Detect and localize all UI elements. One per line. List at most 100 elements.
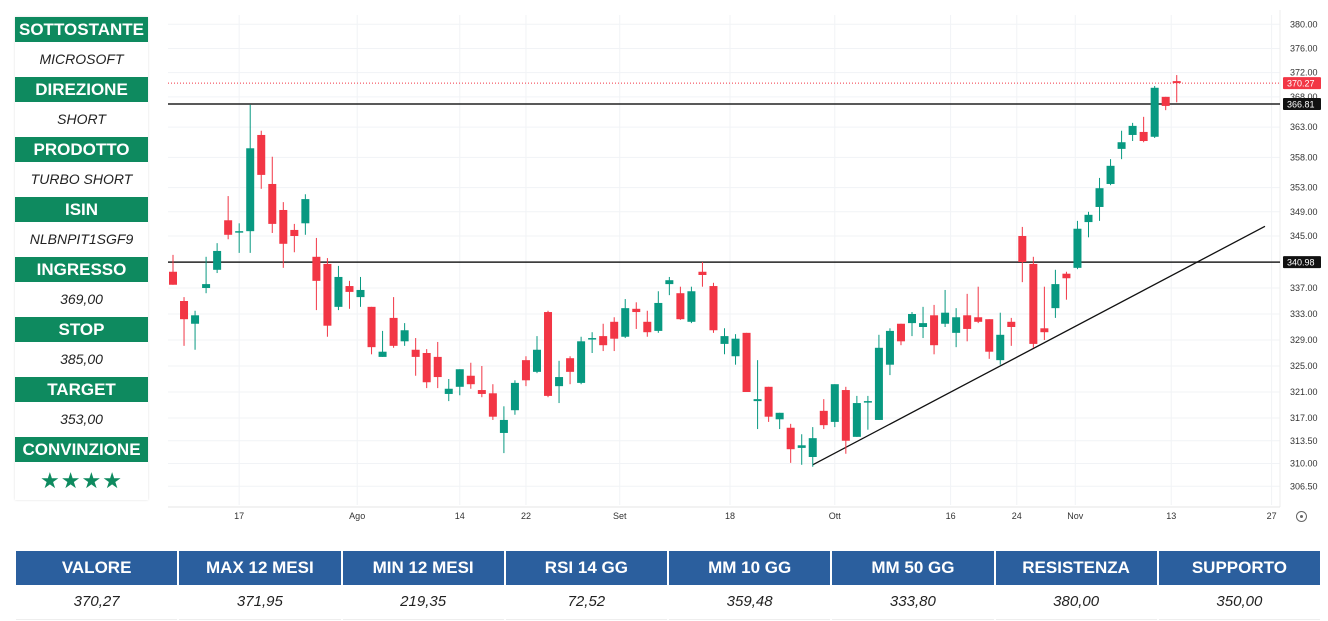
y-tick-label: 363.00 — [1290, 122, 1318, 132]
x-tick-label: 13 — [1166, 511, 1177, 521]
y-tick-label: 317.00 — [1290, 413, 1318, 423]
x-tick-label: Nov — [1067, 511, 1084, 521]
candle-down — [488, 393, 497, 417]
trend-line — [812, 225, 1266, 466]
candle-up — [1084, 214, 1093, 223]
stat-value: 370,27 — [16, 585, 178, 620]
candle-up — [202, 284, 211, 288]
candle-up — [1117, 142, 1126, 149]
candle-up — [621, 308, 630, 337]
candle-up — [1051, 284, 1060, 309]
stat-value: 359,48 — [669, 585, 831, 620]
candle-down — [819, 410, 828, 426]
candle-down — [544, 312, 553, 396]
panel-label-isin: ISIN — [15, 197, 148, 222]
y-tick-label: 329.00 — [1290, 335, 1318, 345]
candle-down — [930, 315, 939, 346]
candle-up — [753, 399, 762, 402]
stat-header: MM 10 GG — [669, 551, 831, 585]
candle-up — [588, 338, 597, 340]
candle-down — [1062, 273, 1071, 279]
y-tick-label: 358.00 — [1290, 152, 1318, 162]
candle-up — [874, 347, 883, 420]
candle-up — [952, 317, 961, 333]
candle-up — [665, 280, 674, 285]
y-tick-label: 321.00 — [1290, 387, 1318, 397]
candle-down — [599, 336, 608, 346]
candle-up — [499, 419, 508, 433]
candle-up — [996, 334, 1005, 361]
candle-up — [919, 323, 928, 327]
candle-up — [654, 302, 663, 331]
candle-down — [1040, 328, 1049, 333]
candle-down — [1172, 81, 1181, 84]
candle-down — [345, 286, 354, 292]
candle-up — [797, 445, 806, 448]
candle-up — [885, 330, 894, 365]
x-tick-label: 17 — [234, 511, 245, 521]
candle-down — [521, 360, 530, 381]
stat-value: 72,52 — [505, 585, 667, 620]
panel-label-convinzione: CONVINZIONE — [15, 437, 148, 462]
candle-up — [808, 438, 817, 457]
candle-up — [334, 276, 343, 307]
stat-header: RESISTENZA — [995, 551, 1157, 585]
panel-value-target: 353,00 — [60, 411, 103, 427]
candle-down — [698, 271, 707, 275]
y-tick-label: 313.50 — [1290, 436, 1318, 446]
candle-up — [455, 369, 464, 387]
panel-value-stop: 385,00 — [60, 351, 103, 367]
candle-down — [268, 183, 277, 224]
candle-down — [290, 229, 299, 236]
candle-down — [312, 256, 321, 281]
settings-icon[interactable] — [1296, 511, 1307, 522]
candle-down — [610, 321, 619, 339]
stat-value: 219,35 — [342, 585, 504, 620]
candle-down — [389, 317, 398, 346]
panel-label-stop: STOP — [15, 317, 148, 342]
candle-down — [963, 315, 972, 329]
candle-down — [764, 386, 773, 417]
panel-label-direzione: DIREZIONE — [15, 77, 148, 102]
candle-up — [687, 291, 696, 322]
candle-down — [180, 301, 189, 320]
panel-value-prodotto: TURBO SHORT — [30, 171, 133, 187]
candle-up — [863, 401, 872, 403]
candle-down — [466, 375, 475, 385]
candle-down — [632, 308, 641, 313]
panel-label-prodotto: PRODOTTO — [15, 137, 148, 162]
candle-up — [356, 289, 365, 298]
candle-down — [323, 263, 332, 326]
candle-up — [731, 338, 740, 357]
candle-down — [985, 319, 994, 352]
y-tick-label: 380.00 — [1290, 19, 1318, 29]
candle-up — [908, 314, 917, 324]
candle-down — [1029, 263, 1038, 344]
candle-down — [422, 353, 431, 383]
candle-down — [257, 134, 266, 175]
last-price-badge — [1283, 77, 1321, 90]
candlestick-chart: 380.00 376.00 372.00 368.00 363.00 358.00 353.… — [168, 10, 1321, 508]
panel-label-target: TARGET — [15, 377, 148, 402]
last-price-label: 370.27 — [1287, 79, 1315, 89]
candle-down — [1007, 321, 1016, 327]
candle-down — [411, 349, 420, 357]
candle-down — [367, 306, 376, 348]
stat-header: VALORE — [16, 551, 178, 585]
stat-header: SUPPORTO — [1158, 551, 1320, 585]
candle-down — [742, 332, 751, 392]
candle-down — [676, 293, 685, 320]
candle-down — [709, 286, 718, 331]
y-tick-label: 372.00 — [1290, 68, 1318, 78]
y-tick-label: 333.00 — [1290, 309, 1318, 319]
candle-up — [301, 199, 310, 224]
candle-down — [974, 317, 983, 322]
stat-value: 380,00 — [995, 585, 1157, 620]
stat-header: MAX 12 MESI — [179, 551, 341, 585]
stats-table: VALORE MAX 12 MESI MIN 12 MESI RSI 14 GG MM … — [16, 551, 1320, 620]
x-tick-label: 24 — [1011, 511, 1022, 521]
level-badge — [1283, 256, 1321, 269]
y-tick-label: 337.00 — [1290, 283, 1318, 293]
stat-header: MM 50 GG — [832, 551, 994, 585]
candle-down — [1139, 131, 1148, 142]
